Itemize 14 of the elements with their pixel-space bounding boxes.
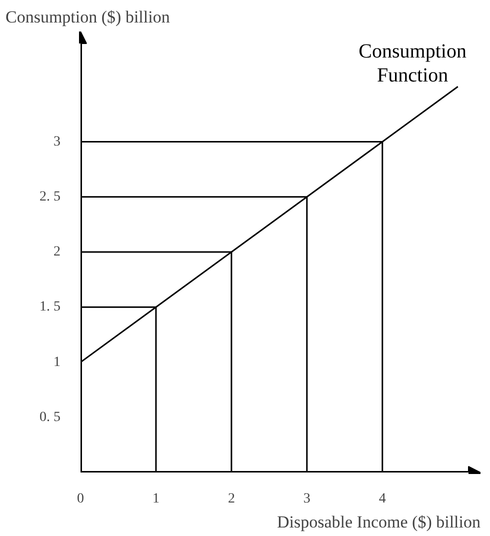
x-tick-label: 1 <box>152 492 160 506</box>
x-tick-label: 3 <box>303 492 310 506</box>
y-tick-label: 0. 5 <box>40 410 60 425</box>
y-tick-label: 1. 5 <box>40 300 60 315</box>
series-label: Consumption Function <box>358 40 466 87</box>
x-tick-label: 0 <box>77 492 84 506</box>
x-axis-title: Disposable Income ($) billion <box>277 512 481 532</box>
y-tick-label: 2. 5 <box>40 189 60 204</box>
y-tick-label: 1 <box>54 354 60 370</box>
y-tick-label: 3 <box>54 134 60 150</box>
x-tick-label: 4 <box>378 492 386 506</box>
y-tick-label: 2 <box>54 244 60 260</box>
y-axis-title: Consumption ($) billion <box>6 8 170 26</box>
x-tick-label: 2 <box>228 492 235 506</box>
